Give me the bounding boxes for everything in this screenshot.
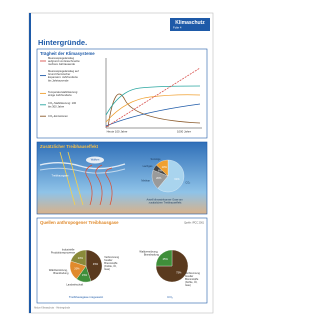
slice-name: Lachgas	[143, 164, 154, 168]
panel-title: Zusätzlicher Treibhauseffekt	[40, 144, 99, 149]
slice-name: Sonstige	[151, 157, 162, 161]
sheet-stripe	[29, 13, 31, 313]
slice-value: 61%	[174, 177, 180, 181]
pie-caption: Treibhausgase insgesamt	[69, 295, 103, 299]
source-note: Quelle: IPCC 2001	[184, 222, 205, 225]
footer: Aktion Klimaschutz · Hintergründe	[34, 307, 71, 310]
slice-value: 20%	[74, 267, 80, 271]
slice-name: CO₂	[185, 180, 190, 184]
x-label: 1000 Jahre	[177, 130, 191, 134]
badge-sub: Folie 4	[173, 26, 182, 30]
slice-value: 20%	[156, 176, 162, 180]
slice-value: 13%	[162, 165, 168, 169]
legend-label: CO₂-Emissionen	[48, 114, 68, 118]
page-title: Hintergründe.	[38, 38, 87, 47]
slice-value: 15%	[82, 273, 88, 277]
slice-name: Landwirtschaft	[66, 282, 83, 286]
pie-caption: CO₂	[167, 295, 174, 299]
panel-title: Quellen anthropogener Treibhausgase	[40, 220, 119, 225]
scene-label: Treibhausgase	[51, 174, 69, 178]
document: Klimaschutz Folie 4 Hintergründe. Träghe…	[0, 0, 242, 319]
slice-value: 25%	[163, 257, 169, 261]
slice-name: Methan	[141, 178, 150, 182]
x-label: Heute 100 Jahre	[107, 130, 128, 134]
page: Klimaschutz Folie 4 Hintergründe. Träghe…	[0, 0, 320, 319]
slice-value: 20%	[78, 256, 84, 260]
slice-value: 45%	[93, 262, 99, 266]
slice-value: 75%	[176, 270, 182, 274]
scene-label: Wolken	[91, 158, 100, 162]
panel-title: Trägheit der Klimasysteme	[40, 51, 95, 56]
pie-caption: Anteil klimawirksamer Gase am zusätzlich…	[146, 197, 183, 204]
